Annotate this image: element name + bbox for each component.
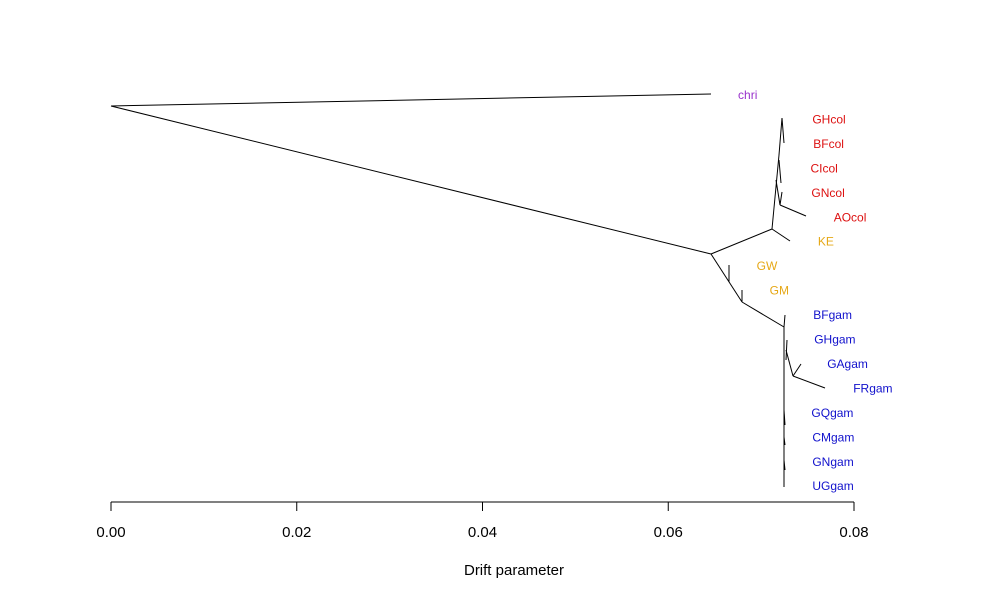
branch-col-stem — [771, 154, 780, 230]
leaf-label-cicol: CIcol — [810, 161, 837, 175]
branch-to-col-node — [710, 228, 773, 255]
x-tick-label: 0.02 — [282, 524, 311, 541]
branch-cicol — [778, 159, 782, 184]
branch-gam-sub — [785, 349, 794, 377]
leaf-label-aocol: AOcol — [834, 210, 867, 224]
leaf-label-uggam: UGgam — [812, 479, 853, 493]
leaf-label-gagam: GAgam — [827, 357, 868, 371]
branch-col-inner — [775, 179, 781, 206]
branch-frgam — [792, 375, 826, 389]
x-tick-label: 0.06 — [654, 524, 683, 541]
leaf-label-chri: chri — [738, 88, 757, 102]
branch-aocol — [779, 204, 807, 217]
leaf-label-ghcol: GHcol — [812, 112, 845, 126]
x-axis-title: Drift parameter — [464, 562, 564, 579]
branch-root-ingroup — [110, 105, 712, 255]
branch-gagam — [792, 363, 802, 377]
branch-chri — [110, 93, 712, 107]
branch-bfcol — [781, 117, 785, 144]
x-tick-label: 0.04 — [468, 524, 497, 541]
branch-gncol — [779, 191, 783, 206]
branch-gam-stem — [741, 301, 785, 328]
leaf-label-gm: GM — [770, 284, 789, 298]
x-tick-label: 0.00 — [96, 524, 125, 541]
tree-branches — [110, 93, 826, 487]
x-axis: 0.00 0.02 0.04 0.06 0.08 Drift parameter — [96, 501, 869, 579]
branch-ghcol — [778, 117, 783, 156]
x-tick-label: 0.08 — [839, 524, 868, 541]
branch-gngam — [783, 459, 786, 471]
leaf-label-bfcol: BFcol — [813, 137, 844, 151]
leaf-label-frgam: FRgam — [853, 381, 892, 395]
branch-ke — [771, 228, 791, 242]
leaf-label-gw: GW — [757, 259, 778, 273]
leaf-label-ghgam: GHgam — [814, 333, 855, 347]
leaf-label-gncol: GNcol — [811, 186, 844, 200]
branch-gqgam — [783, 409, 786, 426]
leaf-label-ke: KE — [818, 235, 834, 249]
x-axis-ticks: 0.00 0.02 0.04 0.06 0.08 — [96, 502, 869, 541]
leaf-label-bfgam: BFgam — [813, 308, 852, 322]
leaf-label-gqgam: GQgam — [811, 406, 853, 420]
branch-cmgam — [783, 436, 786, 446]
leaf-label-cmgam: CMgam — [812, 430, 854, 444]
leaf-label-gngam: GNgam — [812, 455, 853, 469]
branch-bfgam — [783, 314, 786, 328]
branch-to-gam-stem — [710, 253, 743, 303]
